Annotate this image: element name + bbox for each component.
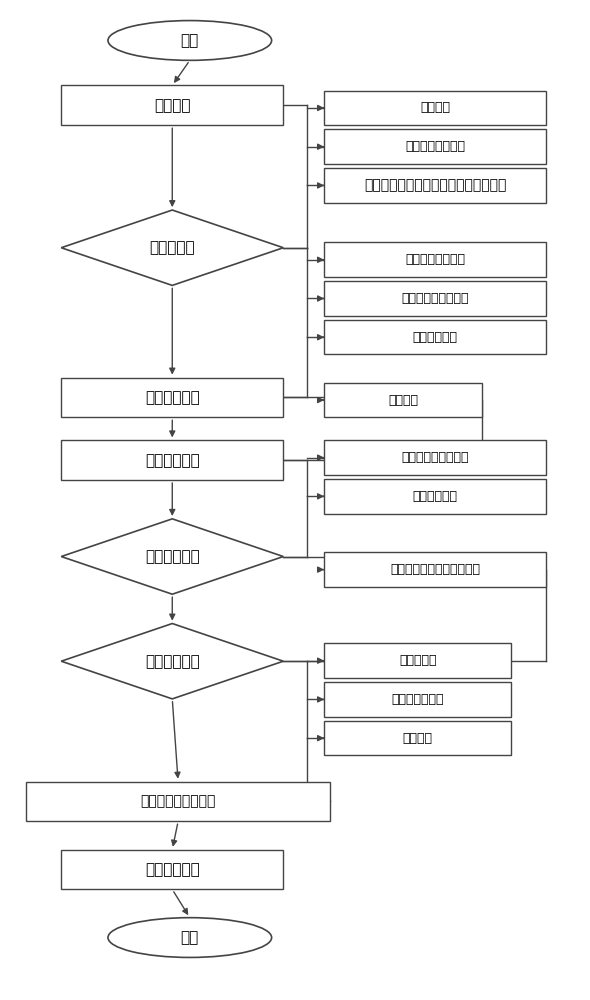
FancyBboxPatch shape [26, 782, 330, 821]
Text: 断线器可靠接地: 断线器可靠接地 [392, 693, 444, 706]
Text: 相间及对地络缘测试: 相间及对地络缘测试 [402, 451, 469, 464]
FancyBboxPatch shape [324, 281, 546, 316]
Text: 准备电缆遥感识别装置及电气施工工具: 准备电缆遥感识别装置及电气施工工具 [364, 178, 506, 192]
Text: 电缆遥感识别: 电缆遥感识别 [145, 549, 199, 564]
Text: 锨带、铜带、线芯遥感测试: 锨带、铜带、线芯遥感测试 [390, 563, 480, 576]
Ellipse shape [108, 21, 271, 60]
Text: 施工准备: 施工准备 [154, 98, 191, 113]
FancyBboxPatch shape [324, 643, 512, 678]
Text: 垫好络缘板: 垫好络缘板 [399, 654, 437, 667]
Text: 电缆头拆卸: 电缆头拆卸 [149, 240, 195, 255]
Text: 熟悉现场: 熟悉现场 [420, 101, 450, 114]
FancyBboxPatch shape [324, 552, 546, 587]
FancyBboxPatch shape [61, 85, 283, 125]
FancyBboxPatch shape [324, 320, 546, 354]
FancyBboxPatch shape [324, 682, 512, 717]
Text: 电缆终端识别: 电缆终端识别 [145, 390, 199, 405]
Text: 电缆断点与终端确认: 电缆断点与终端确认 [140, 794, 216, 808]
Polygon shape [61, 624, 283, 699]
FancyBboxPatch shape [324, 721, 512, 755]
FancyBboxPatch shape [324, 129, 546, 164]
Text: 电缆络缘检测: 电缆络缘检测 [145, 453, 199, 468]
Polygon shape [61, 519, 283, 594]
Text: 切断电缆终端电源: 切断电缆终端电源 [405, 253, 466, 266]
Text: 断开电缆: 断开电缆 [403, 732, 432, 745]
FancyBboxPatch shape [324, 383, 482, 417]
Polygon shape [61, 210, 283, 285]
Text: 切断被测电缆: 切断被测电缆 [145, 654, 199, 669]
FancyBboxPatch shape [324, 168, 546, 203]
FancyBboxPatch shape [61, 440, 283, 480]
Text: 电缆对地放电: 电缆对地放电 [413, 490, 458, 503]
Text: 结束: 结束 [181, 930, 199, 945]
FancyBboxPatch shape [324, 440, 546, 475]
FancyBboxPatch shape [61, 850, 283, 889]
Text: 勘察目标电缆路径: 勘察目标电缆路径 [405, 140, 466, 153]
Ellipse shape [108, 918, 271, 957]
Text: 拆卸电缆终端: 拆卸电缆终端 [413, 331, 458, 344]
Text: 电缆终端放电、接地: 电缆终端放电、接地 [402, 292, 469, 305]
Text: 开始: 开始 [181, 33, 199, 48]
FancyBboxPatch shape [324, 91, 546, 125]
FancyBboxPatch shape [61, 378, 283, 417]
Text: 移迁被断电缆: 移迁被断电缆 [145, 862, 199, 877]
FancyBboxPatch shape [324, 242, 546, 277]
Text: 校线确认: 校线确认 [388, 394, 418, 407]
FancyBboxPatch shape [324, 479, 546, 514]
